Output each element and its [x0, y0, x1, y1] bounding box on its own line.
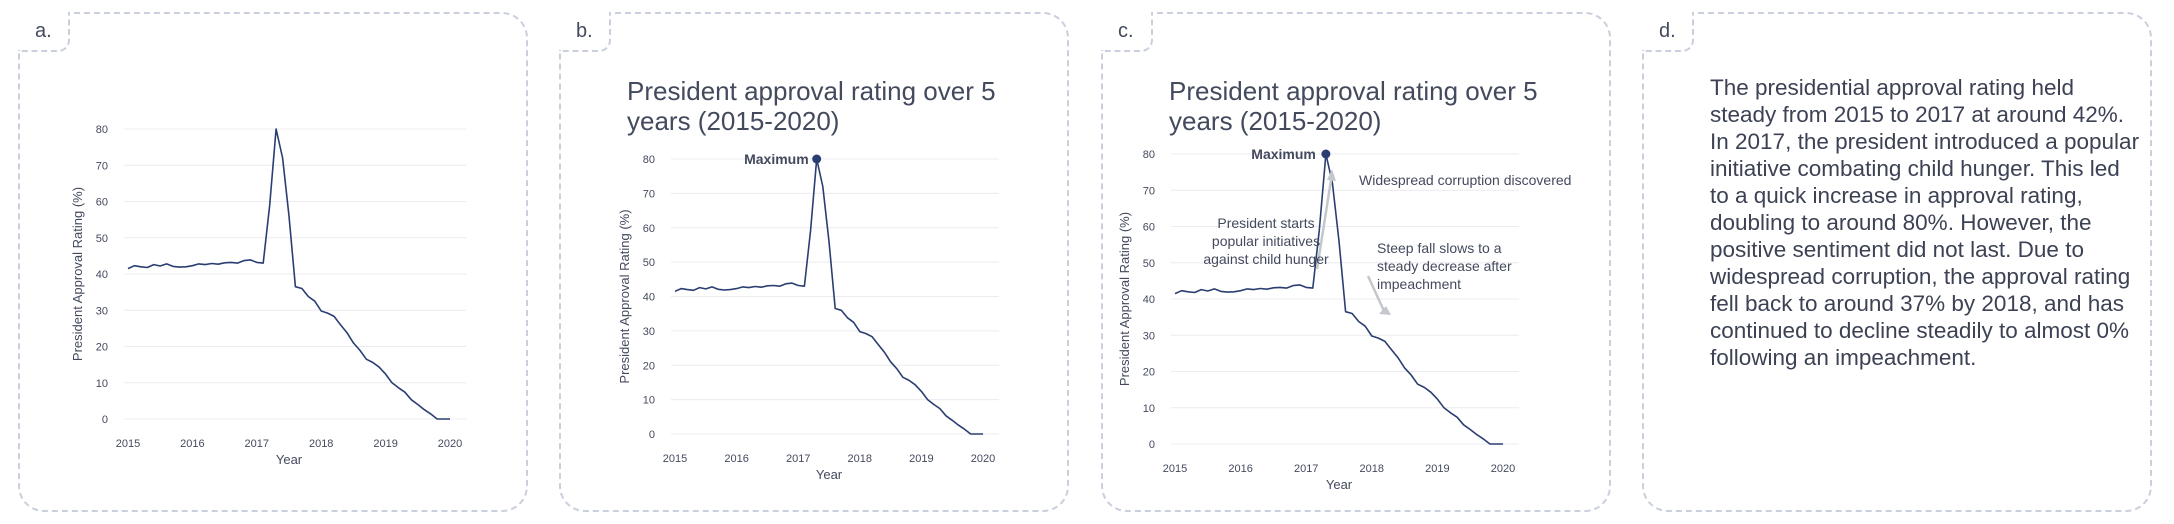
annotation-fall-line: steady decrease after	[1377, 258, 1512, 274]
chart-b: 0 10 20 30 40 50 60 70 80 2015 2016 2017 2018 2019 202…	[617, 151, 999, 482]
x-tick-label: 2019	[1425, 463, 1449, 475]
y-tick-label: 60	[1143, 222, 1155, 234]
panel-label: a.	[18, 12, 70, 52]
maximum-marker	[1321, 149, 1331, 159]
x-tick-label: 2020	[971, 453, 995, 465]
maximum-label: Maximum	[744, 151, 809, 167]
x-tick-label: 2015	[663, 453, 687, 465]
x-tick-label: 2018	[309, 438, 333, 450]
x-tick-label: 2016	[180, 438, 204, 450]
narrative-text: The presidential approval rating held st…	[1710, 75, 2140, 370]
x-tick-label: 2017	[786, 453, 810, 465]
panel-label: c.	[1101, 12, 1153, 52]
series-line	[127, 128, 450, 420]
y-tick-label: 0	[1149, 439, 1155, 451]
x-tick-label: 2020	[438, 438, 462, 450]
x-tick-label: 2019	[373, 438, 397, 450]
maximum-label: Maximum	[1251, 146, 1316, 162]
y-tick-label: 70	[96, 160, 108, 172]
y-tick-label: 80	[643, 154, 655, 166]
annotation-arrow	[1315, 173, 1334, 270]
x-axis-label: Year	[1326, 477, 1353, 492]
arrow-head	[1327, 169, 1336, 181]
x-tick-label: 2018	[848, 453, 872, 465]
annotation-fall-line: Steep fall slows to a	[1377, 240, 1502, 256]
y-tick-label: 20	[643, 360, 655, 372]
y-tick-label: 40	[1143, 294, 1155, 306]
annotation-rise-line: President starts	[1217, 215, 1314, 231]
panel-label: d.	[1642, 12, 1694, 52]
y-tick-label: 50	[643, 257, 655, 269]
y-tick-label: 50	[96, 233, 108, 245]
panel-label: b.	[559, 12, 611, 52]
y-tick-label: 30	[96, 305, 108, 317]
y-tick-label: 80	[1143, 149, 1155, 161]
y-tick-label: 30	[643, 326, 655, 338]
y-tick-label: 50	[1143, 258, 1155, 270]
annotation-rise-line: popular initiatives	[1212, 233, 1320, 249]
y-tick-label: 10	[96, 378, 108, 390]
annotation-arrow	[1366, 275, 1386, 312]
y-tick-label: 10	[1143, 403, 1155, 415]
chart-a: 0 10 20 30 40 50 60 70 80 2015 2016 2017 2018 2019 202…	[70, 124, 466, 467]
y-tick-label: 0	[102, 414, 108, 426]
series-line	[674, 158, 983, 435]
y-tick-label: 60	[643, 223, 655, 235]
x-tick-label: 2020	[1491, 463, 1515, 475]
x-tick-label: 2016	[724, 453, 748, 465]
panel-c: c. President approval rating over 5 year…	[1101, 12, 1611, 512]
series-line	[1174, 153, 1503, 445]
y-tick-label: 0	[649, 429, 655, 441]
y-tick-label: 10	[643, 395, 655, 407]
panel-d: d. The presidential approval rating held…	[1642, 12, 2152, 512]
x-tick-label: 2016	[1228, 463, 1252, 475]
x-tick-label: 2015	[1163, 463, 1187, 475]
y-tick-label: 30	[1143, 330, 1155, 342]
y-axis-label: President Approval Rating (%)	[617, 209, 632, 383]
x-tick-label: 2019	[909, 453, 933, 465]
y-tick-label: 20	[96, 342, 108, 354]
y-tick-label: 60	[96, 197, 108, 209]
panel-a: a. 0 10 20 30 40 50 60 70 80 2015 2016 2017 2018 2019…	[18, 12, 528, 512]
y-axis-label: President Approval Rating (%)	[1117, 212, 1132, 386]
y-axis-label: President Approval Rating (%)	[70, 187, 85, 361]
arrow-head	[1379, 306, 1391, 315]
x-tick-label: 2017	[1294, 463, 1318, 475]
annotation-peak: Widespread corruption discovered	[1359, 172, 1571, 188]
x-axis-label: Year	[816, 467, 843, 482]
y-tick-label: 70	[643, 188, 655, 200]
maximum-marker	[812, 154, 822, 164]
annotation-fall-line: impeachment	[1377, 276, 1461, 292]
chart-title: President approval rating over 5 years (…	[1169, 76, 1538, 136]
x-tick-label: 2015	[116, 438, 140, 450]
x-tick-label: 2018	[1360, 463, 1384, 475]
chart-c: 0 10 20 30 40 50 60 70 80 2015 2016 2017 2018 2019 202…	[1117, 146, 1571, 492]
x-axis-label: Year	[276, 452, 303, 467]
x-tick-label: 2017	[245, 438, 269, 450]
y-tick-label: 80	[96, 124, 108, 136]
y-tick-label: 70	[1143, 185, 1155, 197]
chart-title: President approval rating over 5 years (…	[627, 76, 996, 136]
panel-b: b. President approval rating over 5 year…	[559, 12, 1069, 512]
annotation-rise-line: against child hunger	[1203, 251, 1329, 267]
y-tick-label: 40	[96, 269, 108, 281]
y-tick-label: 20	[1143, 367, 1155, 379]
y-tick-label: 40	[643, 292, 655, 304]
